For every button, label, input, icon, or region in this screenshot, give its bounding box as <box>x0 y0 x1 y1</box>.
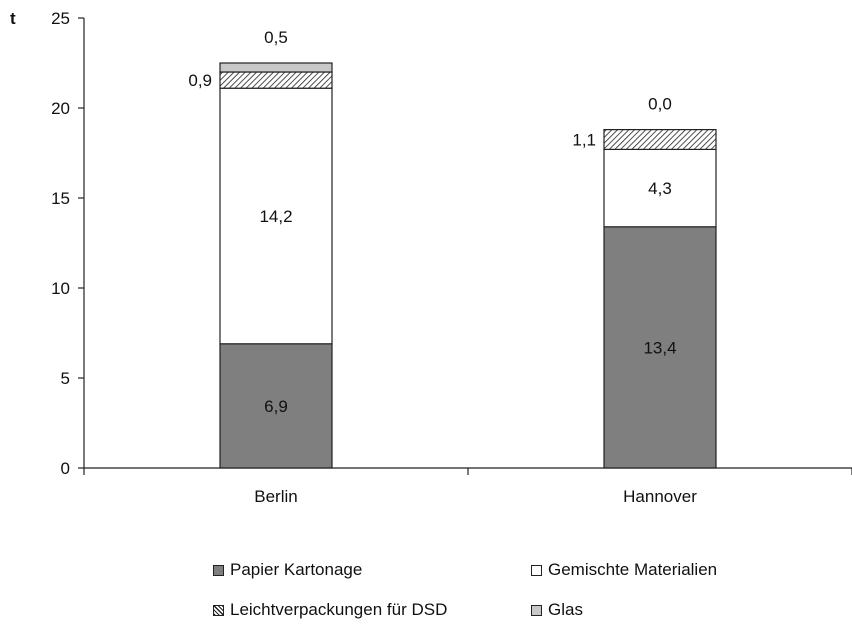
bar-segment <box>219 62 333 73</box>
y-tick-label: 15 <box>51 189 70 208</box>
legend-item-gemischte-materialien: Gemischte Materialien <box>531 560 717 580</box>
legend-label-glas: Glas <box>548 600 583 619</box>
legend-swatch-glas <box>531 604 542 616</box>
data-labels: 6,9 14,2 0,9 0,5 13,4 4,3 1,1 0,0 <box>188 28 676 416</box>
data-label: 0,9 <box>188 71 212 90</box>
data-label: 13,4 <box>643 338 676 357</box>
y-tick-label: 25 <box>51 9 70 28</box>
legend-label-gemischte-materialien: Gemischte Materialien <box>548 560 718 579</box>
bar-segment <box>603 226 717 469</box>
data-label: 0,0 <box>648 95 672 114</box>
legend-swatch-leichtverpackungen <box>213 604 224 616</box>
legend-label-papier-kartonage: Papier Kartonage <box>230 560 363 579</box>
bar-segment <box>603 129 717 151</box>
category-label: Hannover <box>623 487 697 506</box>
data-label: 1,1 <box>572 131 596 150</box>
legend-item-leichtverpackungen: Leichtverpackungen für DSD <box>213 600 447 620</box>
data-label: 0,5 <box>264 28 288 47</box>
legend-label-leichtverpackungen: Leichtverpackungen für DSD <box>230 600 448 619</box>
y-axis: 0 5 10 15 20 25 <box>51 9 85 478</box>
bars <box>219 62 717 469</box>
legend-swatch-papier-kartonage <box>213 564 224 576</box>
data-label: 14,2 <box>259 207 292 226</box>
legend: Papier Kartonage Gemischte Materialien L… <box>213 560 813 624</box>
y-axis-unit-label: t <box>10 9 16 28</box>
category-label: Berlin <box>254 487 297 506</box>
y-tick-label: 5 <box>61 369 70 388</box>
x-axis: Berlin Hannover <box>83 467 852 506</box>
bar-segment <box>603 148 717 228</box>
legend-item-papier-kartonage: Papier Kartonage <box>213 560 362 580</box>
data-label: 4,3 <box>648 179 672 198</box>
legend-item-glas: Glas <box>531 600 583 620</box>
y-tick-label: 0 <box>61 459 70 478</box>
bar-segment <box>219 71 333 89</box>
bar-segment <box>219 87 333 345</box>
legend-swatch-gemischte-materialien <box>531 564 542 576</box>
y-tick-label: 20 <box>51 99 70 118</box>
y-tick-label: 10 <box>51 279 70 298</box>
data-label: 6,9 <box>264 397 288 416</box>
stacked-bar-chart: t 0 5 10 15 20 25 Berlin Hannover 6,9 14,2 0,9 0,… <box>10 9 852 506</box>
